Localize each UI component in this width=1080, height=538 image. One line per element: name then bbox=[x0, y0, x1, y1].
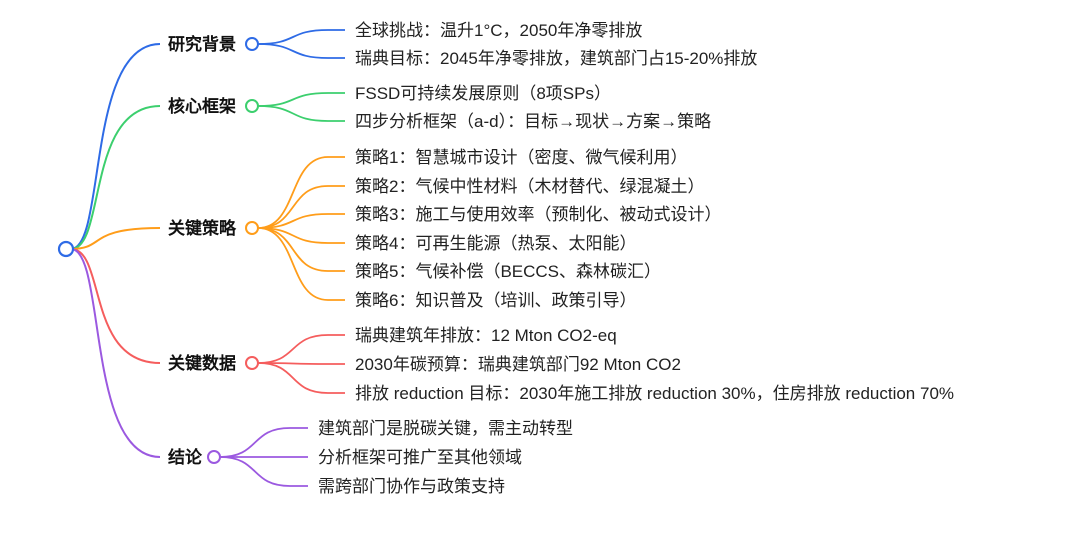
leaf-connector bbox=[257, 213, 345, 229]
leaf-label: 策略4：可再生能源（热泵、太阳能） bbox=[355, 234, 636, 253]
leaf-label: 需跨部门协作与政策支持 bbox=[318, 477, 505, 496]
leaf-connector bbox=[257, 362, 345, 365]
branch-node bbox=[207, 450, 221, 464]
leaf-label: 2030年碳预算：瑞典建筑部门92 Mton CO2 bbox=[355, 355, 681, 374]
branch-node bbox=[245, 99, 259, 113]
leaf-connector bbox=[219, 456, 308, 487]
branch-label: 核心框架 bbox=[168, 96, 236, 116]
branch-node bbox=[245, 221, 259, 235]
branch-node bbox=[245, 356, 259, 370]
branch-connector bbox=[70, 43, 161, 250]
root-node bbox=[57, 240, 75, 258]
leaf-label: 建筑部门是脱碳关键，需主动转型 bbox=[318, 419, 573, 438]
leaf-label: 策略2：气候中性材料（木材替代、绿混凝土） bbox=[355, 177, 704, 196]
leaf-connector bbox=[257, 92, 345, 107]
leaf-label: 瑞典目标：2045年净零排放，建筑部门占15-20%排放 bbox=[355, 49, 757, 68]
leaf-label: 策略1：智慧城市设计（密度、微气候利用） bbox=[355, 148, 687, 167]
branch-node bbox=[245, 37, 259, 51]
leaf-connector bbox=[257, 227, 345, 301]
branch-label: 关键数据 bbox=[168, 353, 236, 373]
leaf-connector bbox=[219, 427, 308, 458]
branch-connector bbox=[70, 248, 161, 364]
branch-connector bbox=[70, 248, 161, 458]
branch-label: 结论 bbox=[168, 447, 203, 467]
leaf-connector bbox=[257, 185, 345, 229]
branch-connector bbox=[70, 227, 161, 250]
branch-connector bbox=[70, 105, 161, 250]
leaf-connector bbox=[257, 156, 345, 229]
leaf-label: 策略5：气候补偿（BECCS、森林碳汇） bbox=[355, 262, 661, 281]
leaf-label: FSSD可持续发展原则（8项SPs） bbox=[355, 84, 611, 103]
leaf-label: 瑞典建筑年排放：12 Mton CO2-eq bbox=[355, 326, 617, 345]
leaf-connector bbox=[257, 227, 345, 272]
leaf-label: 全球挑战：温升1°C，2050年净零排放 bbox=[355, 21, 642, 40]
branch-label: 研究背景 bbox=[168, 34, 236, 54]
leaf-label: 排放 reduction 目标：2030年施工排放 reduction 30%，… bbox=[355, 384, 954, 403]
leaf-connector bbox=[257, 362, 345, 394]
leaf-connector bbox=[257, 43, 345, 59]
leaf-label: 四步分析框架（a-d）：目标→现状→方案→策略 bbox=[355, 112, 711, 131]
leaf-connector bbox=[257, 105, 345, 122]
leaf-label: 策略6：知识普及（培训、政策引导） bbox=[355, 291, 636, 310]
branch-label: 关键策略 bbox=[168, 218, 237, 238]
leaf-label: 分析框架可推广至其他领域 bbox=[318, 448, 522, 467]
leaf-label: 策略3：施工与使用效率（预制化、被动式设计） bbox=[355, 204, 721, 224]
leaf-connector bbox=[257, 227, 345, 244]
leaf-connector bbox=[257, 334, 345, 364]
leaf-connector bbox=[257, 29, 345, 45]
